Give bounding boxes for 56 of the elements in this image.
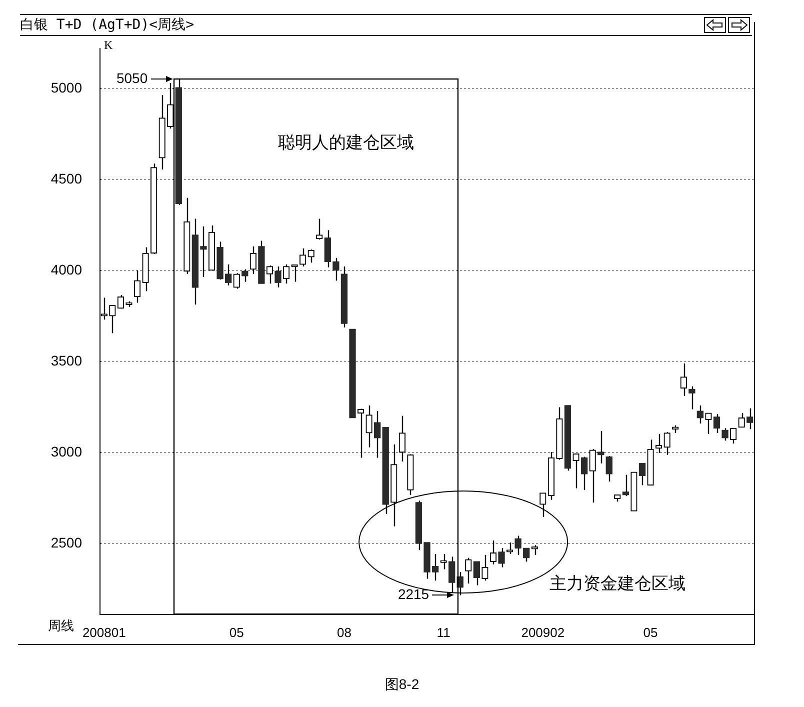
candlestick [233,272,240,290]
candlestick [266,264,274,284]
candlestick [366,404,372,448]
candlestick [167,82,174,130]
x-tick-label: 11 [436,624,450,640]
chart-title: 白银 T+D (AgT+D)<周线> [20,16,194,34]
candlestick [664,431,670,456]
candlestick [465,557,472,584]
y-tick-label: 3500 [50,352,82,368]
candlestick [580,456,588,491]
candlestick [713,413,720,434]
annotation: 2215 [396,586,430,602]
candlestick [473,561,480,586]
candlestick [316,218,323,240]
x-tick-label: 200801 [82,624,126,640]
candlestick [357,408,364,458]
annotation: 主力资金建仓区域 [549,573,686,596]
candlestick [638,462,646,486]
x-tick-label: 05 [229,624,244,640]
annotation: 聪明人的建仓区域 [278,132,414,154]
x-tick-label: 05 [643,624,658,640]
y-tick-label: 4500 [50,170,82,186]
candlestick [490,540,497,565]
candlestick [117,294,124,310]
y-tick-label: 2500 [50,534,82,550]
candlestick [299,248,306,268]
candlestick [440,553,447,570]
candlestick [738,412,745,428]
annotation: 5050 [115,70,148,86]
x-axis-title: 周线 [48,617,74,636]
candlestick [109,304,116,334]
candlestick [696,404,704,424]
candlestick [589,448,596,504]
x-tick-label: 08 [336,624,352,640]
candlestick [622,474,630,497]
caption: 图8-2 [384,676,420,694]
candlestick [730,428,737,444]
candlestick [398,415,406,462]
candlestick [705,412,712,434]
candlestick [655,433,662,454]
y-tick-label: 3000 [50,443,82,460]
candlestick [572,453,580,489]
candlestick [250,246,256,275]
y-axis-title: K [104,38,113,53]
y-tick-label: 4000 [50,261,82,278]
candlestick [134,270,141,304]
candlestick [680,362,687,396]
candlestick [688,386,696,410]
y-tick-label: 5000 [50,79,82,96]
candlestick [506,542,514,555]
candlestick [282,264,290,284]
candlestick [540,492,546,518]
candlestick [308,248,314,264]
candlestick [482,554,488,582]
x-tick-label: 200902 [521,624,565,640]
candlestick [606,455,612,482]
